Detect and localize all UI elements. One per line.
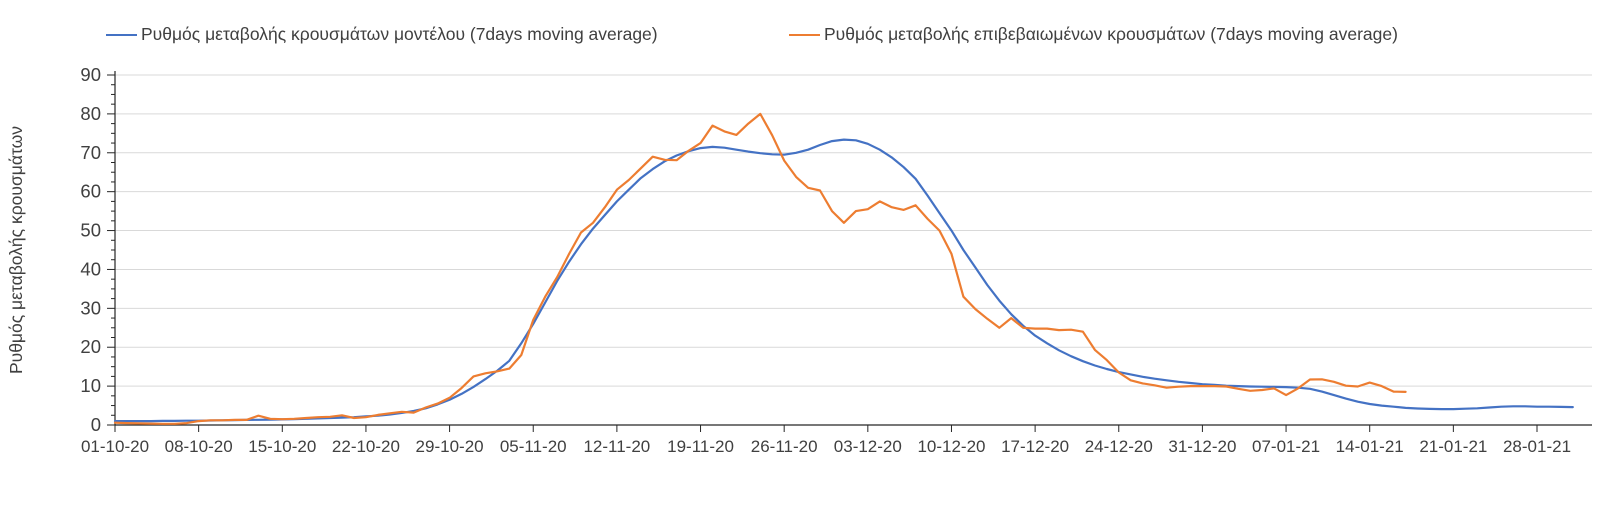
axes (107, 71, 1592, 432)
svg-text:03-12-20: 03-12-20 (834, 437, 902, 456)
legend-label-model: Ρυθμός μεταβολής κρουσμάτων μοντέλου (7d… (141, 24, 658, 44)
legend-line-model-icon (106, 33, 137, 36)
legend-item-model: Ρυθμός μεταβολής κρουσμάτων μοντέλου (7d… (106, 24, 658, 45)
svg-text:28-01-21: 28-01-21 (1503, 437, 1571, 456)
tick-labels: 0 10 20 30 40 50 60 70 80 90 01-10-20 08-10-20 15-10… (80, 64, 1571, 456)
svg-text:70: 70 (80, 142, 101, 163)
svg-text:80: 80 (80, 103, 101, 124)
svg-text:0: 0 (91, 414, 101, 435)
svg-text:01-10-20: 01-10-20 (81, 437, 149, 456)
svg-text:20: 20 (80, 336, 101, 357)
svg-text:08-10-20: 08-10-20 (165, 437, 233, 456)
y-axis-title: Ρυθμός μεταβολής κρουσμάτων (6, 126, 26, 374)
svg-text:90: 90 (80, 64, 101, 85)
svg-text:30: 30 (80, 297, 101, 318)
svg-text:50: 50 (80, 220, 101, 241)
svg-text:21-01-21: 21-01-21 (1419, 437, 1487, 456)
svg-text:05-11-20: 05-11-20 (500, 437, 567, 456)
legend-label-confirmed: Ρυθμός μεταβολής επιβεβαιωμένων κρουσμάτ… (824, 24, 1398, 44)
svg-text:29-10-20: 29-10-20 (416, 437, 484, 456)
legend-item-confirmed: Ρυθμός μεταβολής επιβεβαιωμένων κρουσμάτ… (789, 24, 1398, 45)
svg-text:12-11-20: 12-11-20 (583, 437, 650, 456)
svg-text:10: 10 (80, 375, 101, 396)
svg-text:14-01-21: 14-01-21 (1336, 437, 1404, 456)
svg-text:07-01-21: 07-01-21 (1252, 437, 1320, 456)
svg-text:60: 60 (80, 181, 101, 202)
svg-text:26-11-20: 26-11-20 (751, 437, 818, 456)
data-series (113, 112, 1574, 425)
gridlines (115, 74, 1592, 387)
legend-line-confirmed-icon (789, 33, 820, 36)
svg-text:22-10-20: 22-10-20 (332, 437, 400, 456)
svg-text:17-12-20: 17-12-20 (1001, 437, 1069, 456)
svg-text:10-12-20: 10-12-20 (917, 437, 985, 456)
svg-text:15-10-20: 15-10-20 (248, 437, 316, 456)
svg-text:19-11-20: 19-11-20 (667, 437, 734, 456)
svg-text:24-12-20: 24-12-20 (1085, 437, 1153, 456)
svg-text:31-12-20: 31-12-20 (1168, 437, 1236, 456)
svg-text:40: 40 (80, 258, 101, 279)
